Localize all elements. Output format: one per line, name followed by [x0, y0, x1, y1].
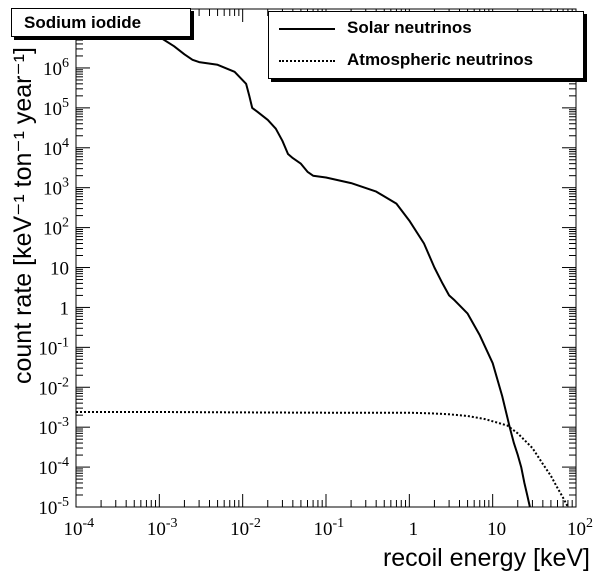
y-tick-label: 103 [43, 176, 69, 200]
y-tick-label: 104 [43, 136, 69, 160]
y-tick-label: 10 [50, 259, 69, 280]
x-tick-label: 1 [409, 519, 419, 540]
legend-item-atmospheric: Atmospheric neutrinos [269, 46, 583, 76]
x-tick-labels: 10-4 10-3 10-2 10-1 1 10 102 [64, 516, 594, 540]
major-ticks [75, 9, 576, 508]
y-tick-label: 105 [43, 96, 69, 120]
y-axis-label: count rate [keV⁻¹ ton⁻¹ year⁻¹] [9, 47, 37, 384]
plot-frame [75, 8, 577, 508]
legend-item-solar: Solar neutrinos [269, 14, 583, 44]
y-tick-label: 106 [43, 56, 69, 80]
x-tick-label: 10-2 [230, 516, 261, 540]
series-layer [75, 16, 569, 508]
series-line-atmospheric [76, 411, 569, 508]
series-line-solar [75, 16, 531, 508]
x-tick-label: 10-4 [64, 516, 95, 540]
y-tick-label: 10-2 [38, 375, 69, 399]
minor-ticks [76, 8, 576, 507]
legend: Solar neutrinos Atmospheric neutrinos [268, 11, 584, 79]
x-axis-label: recoil energy [keV] [383, 544, 590, 572]
legend-label-solar: Solar neutrinos [347, 18, 472, 37]
y-tick-label: 10-1 [38, 335, 69, 359]
y-tick-label: 1 [60, 298, 70, 319]
x-tick-label: 10-1 [314, 516, 345, 540]
y-tick-label: 10-4 [38, 455, 69, 479]
y-tick-labels: 10-510-410-310-210-111010210310410510610… [38, 16, 69, 519]
y-tick-label: 10-5 [38, 495, 69, 519]
legend-label-atmospheric: Atmospheric neutrinos [347, 50, 534, 69]
x-tick-label: 10-3 [147, 516, 178, 540]
legend-dotted-line-sample [279, 60, 335, 62]
chart-title-box: Sodium iodide [11, 8, 191, 37]
legend-solid-line-sample [279, 28, 335, 30]
y-tick-label: 10-3 [38, 415, 69, 439]
chart-title: Sodium iodide [24, 13, 142, 32]
x-tick-label: 10 [487, 519, 506, 540]
y-tick-label: 102 [43, 216, 69, 240]
x-tick-label: 102 [567, 516, 593, 540]
